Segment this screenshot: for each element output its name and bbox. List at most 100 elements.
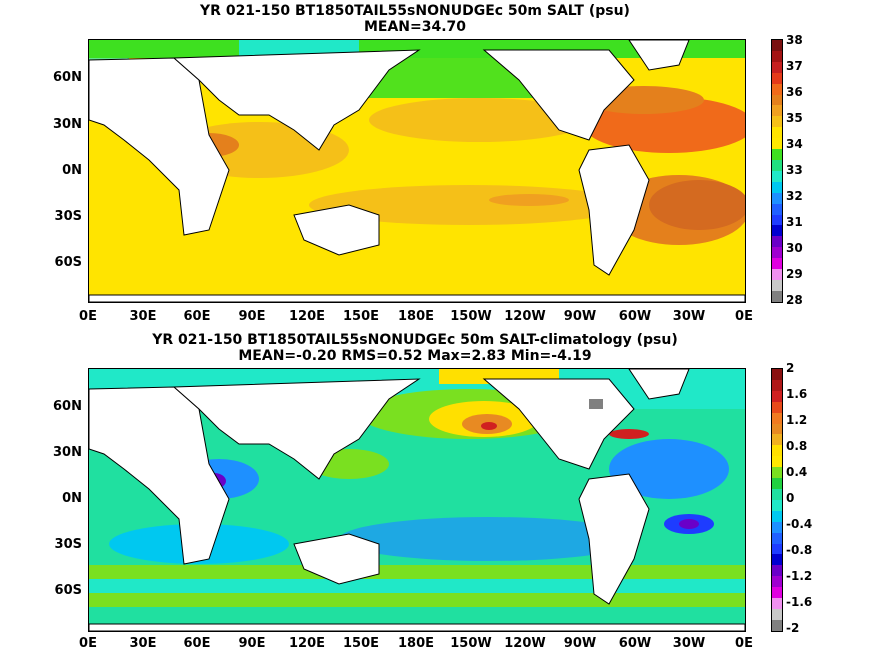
bottom-xtick: 60W: [618, 636, 652, 651]
top-colorbar: [771, 39, 783, 303]
colorbar-swatch: [772, 499, 782, 511]
bottom-colorbar: [771, 368, 783, 632]
top-ytick-60n: 60N: [53, 70, 82, 85]
top-ytick-0n: 0N: [62, 163, 82, 178]
top-colorbar-label: 38: [786, 33, 803, 47]
colorbar-swatch: [772, 181, 782, 193]
colorbar-swatch: [772, 203, 782, 215]
colorbar-swatch: [772, 598, 782, 609]
colorbar-swatch: [772, 445, 782, 457]
colorbar-swatch: [772, 138, 782, 150]
bottom-colorbar-label: -0.4: [786, 517, 813, 531]
colorbar-swatch: [772, 94, 782, 106]
top-colorbar-label: 29: [786, 267, 803, 281]
top-ytick-30n: 30N: [53, 117, 82, 132]
colorbar-swatch: [772, 478, 782, 489]
colorbar-swatch: [772, 247, 782, 259]
bottom-xtick: 120W: [504, 636, 546, 651]
bottom-colorbar-label: 0: [786, 491, 795, 505]
colorbar-swatch: [772, 279, 782, 291]
bottom-subtitle: MEAN=-0.20 RMS=0.52 Max=2.83 Min=-4.19: [238, 348, 592, 364]
colorbar-swatch: [772, 116, 782, 128]
colorbar-swatch: [772, 269, 782, 280]
bottom-xtick: 120E: [288, 636, 326, 651]
colorbar-swatch: [772, 467, 782, 479]
colorbar-swatch: [772, 379, 782, 391]
colorbar-swatch: [772, 565, 782, 577]
colorbar-swatch: [772, 401, 782, 413]
bottom-colorbar-label: 0.4: [786, 465, 808, 479]
top-title: YR 021-150 BT1850TAIL55sNONUDGEc 50m SAL…: [200, 3, 630, 19]
bottom-xtick: 90W: [563, 636, 597, 651]
top-colorbar-label: 30: [786, 241, 803, 255]
top-colorbar-label: 33: [786, 163, 803, 177]
top-xtick: 30W: [672, 309, 706, 324]
bottom-colorbar-label: 1.6: [786, 387, 808, 401]
colorbar-swatch: [772, 40, 782, 51]
bottom-colorbar-label: 0.8: [786, 439, 808, 453]
top-map-canvas: [89, 40, 745, 302]
bottom-ytick-60s: 60S: [54, 583, 82, 598]
colorbar-swatch: [772, 412, 782, 424]
colorbar-swatch: [772, 290, 782, 302]
bottom-map: [88, 368, 746, 632]
bottom-colorbar-label: 2: [786, 361, 795, 375]
colorbar-swatch: [772, 83, 782, 95]
bottom-xtick: 60E: [183, 636, 211, 651]
colorbar-swatch: [772, 543, 782, 555]
top-xtick: 180E: [397, 309, 435, 324]
colorbar-swatch: [772, 127, 782, 139]
bottom-xtick: 30W: [672, 636, 706, 651]
colorbar-swatch: [772, 170, 782, 182]
top-xtick: 0E: [735, 309, 753, 324]
bottom-xtick: 150E: [342, 636, 380, 651]
top-ytick-30s: 30S: [54, 209, 82, 224]
colorbar-swatch: [772, 390, 782, 402]
bottom-ytick-30n: 30N: [53, 445, 82, 460]
colorbar-swatch: [772, 61, 782, 73]
colorbar-swatch: [772, 434, 782, 446]
top-map: [88, 39, 746, 303]
colorbar-swatch: [772, 576, 782, 588]
colorbar-swatch: [772, 488, 782, 500]
colorbar-swatch: [772, 369, 782, 380]
top-xtick: 90W: [563, 309, 597, 324]
colorbar-swatch: [772, 149, 782, 160]
bottom-ytick-60n: 60N: [53, 399, 82, 414]
top-xtick: 60W: [618, 309, 652, 324]
colorbar-swatch: [772, 619, 782, 631]
colorbar-swatch: [772, 50, 782, 62]
bottom-colorbar-label: 1.2: [786, 413, 808, 427]
colorbar-swatch: [772, 510, 782, 522]
top-colorbar-label: 35: [786, 111, 803, 125]
bottom-title: YR 021-150 BT1850TAIL55sNONUDGEc 50m SAL…: [152, 332, 678, 348]
bottom-colorbar-label: -1.6: [786, 595, 813, 609]
top-xtick: 60E: [183, 309, 211, 324]
top-xtick: 120E: [288, 309, 326, 324]
colorbar-swatch: [772, 423, 782, 435]
top-colorbar-label: 28: [786, 293, 803, 307]
bottom-colorbar-label: -1.2: [786, 569, 813, 583]
colorbar-swatch: [772, 192, 782, 204]
bottom-map-canvas: [89, 369, 745, 631]
bottom-ytick-0n: 0N: [62, 491, 82, 506]
bottom-xtick: 0E: [735, 636, 753, 651]
colorbar-swatch: [772, 72, 782, 84]
top-colorbar-label: 37: [786, 59, 803, 73]
colorbar-swatch: [772, 159, 782, 171]
colorbar-swatch: [772, 587, 782, 599]
top-subtitle: MEAN=34.70: [363, 19, 467, 35]
top-xtick: 150E: [342, 309, 380, 324]
top-xtick: 0E: [79, 309, 97, 324]
bottom-xtick: 0E: [79, 636, 97, 651]
colorbar-swatch: [772, 258, 782, 270]
colorbar-swatch: [772, 608, 782, 620]
colorbar-swatch: [772, 105, 782, 117]
top-ytick-60s: 60S: [54, 255, 82, 270]
top-xtick: 120W: [504, 309, 546, 324]
bottom-xtick: 30E: [129, 636, 157, 651]
colorbar-swatch: [772, 554, 782, 566]
colorbar-swatch: [772, 532, 782, 544]
colorbar-swatch: [772, 225, 782, 237]
top-xtick: 90E: [238, 309, 266, 324]
